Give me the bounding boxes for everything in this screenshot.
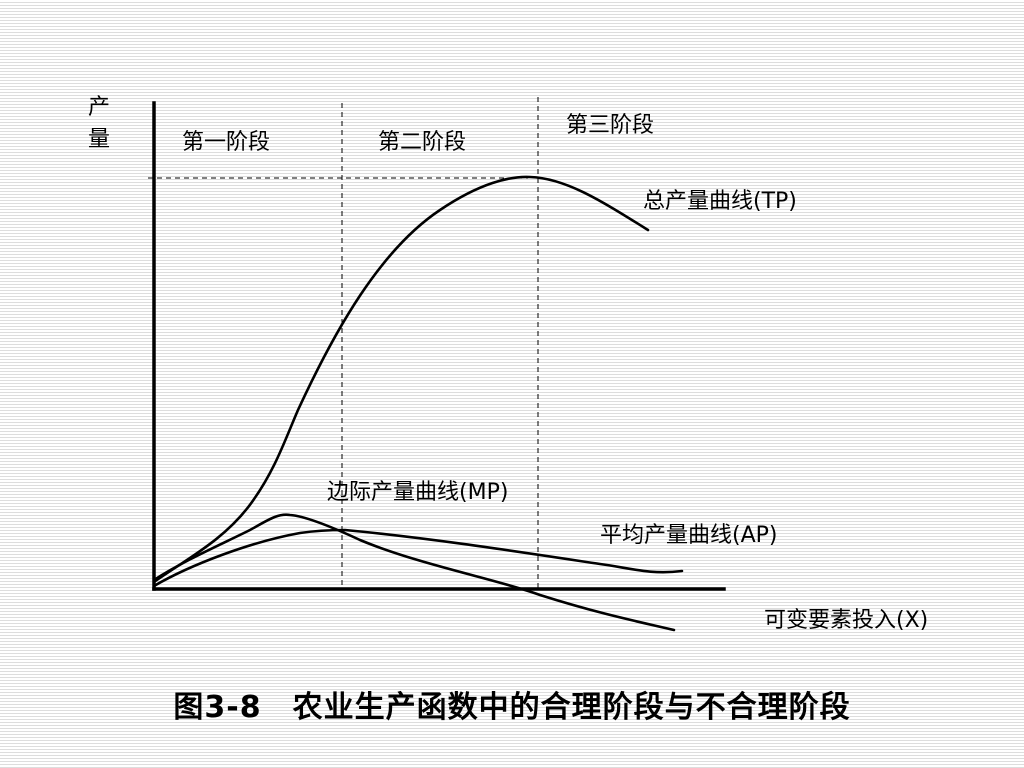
mp-curve xyxy=(152,513,676,632)
y-axis-label-char-1: 产 xyxy=(88,95,110,120)
x-axis-label: 可变要素投入(X) xyxy=(764,608,928,633)
ap-curve xyxy=(152,528,684,588)
stage-2-label: 第二阶段 xyxy=(378,130,466,155)
stage-3-label: 第三阶段 xyxy=(566,113,654,138)
mp-curve-label: 边际产量曲线(MP) xyxy=(327,480,508,505)
tp-curve-label: 总产量曲线(TP) xyxy=(643,189,797,214)
y-axis-label-char-2: 量 xyxy=(88,127,110,152)
figure-caption: 图3-8 农业生产函数中的合理阶段与不合理阶段 xyxy=(173,690,851,725)
ap-curve-label: 平均产量曲线(AP) xyxy=(600,523,777,548)
tp-curve xyxy=(152,175,650,584)
stage-1-label: 第一阶段 xyxy=(182,130,270,155)
